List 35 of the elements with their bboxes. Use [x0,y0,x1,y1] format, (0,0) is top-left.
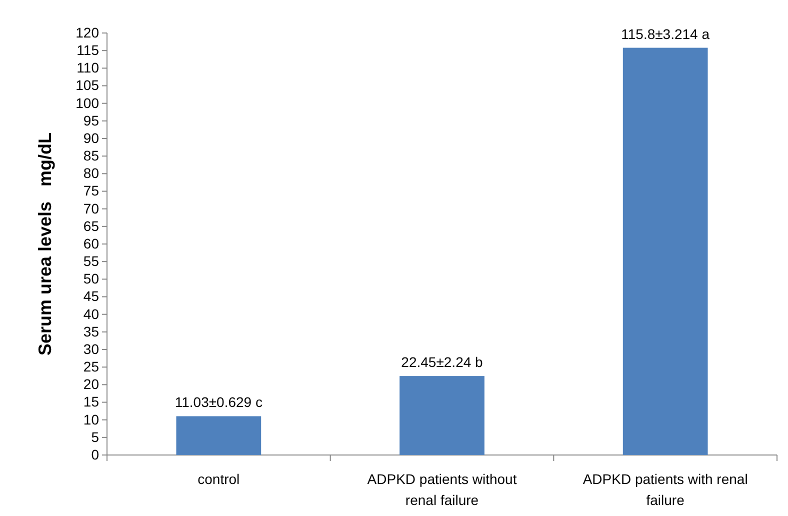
y-tick-label: 45 [83,288,100,304]
bar [622,48,708,455]
y-tick-label: 10 [83,411,100,428]
y-tick-label: 20 [83,376,100,392]
y-tick-label: 120 [76,24,100,40]
y-tick-label: 70 [83,200,100,216]
y-tick-label: 90 [83,130,100,146]
y-tick-label: 15 [83,394,100,410]
y-tick-label: 85 [83,148,100,164]
y-tick-label: 5 [91,428,100,445]
y-tick-label: 30 [83,340,100,357]
y-tick-label: 40 [83,306,100,322]
y-axis-title: Serum urea levels mg/dL [35,132,55,356]
y-tick-label: 65 [83,218,100,234]
y-tick-label: 100 [76,94,100,111]
y-tick-label: 25 [83,358,100,375]
y-tick-label: 95 [83,112,100,128]
data-label: 11.03±0.629 c [174,394,262,410]
x-tick-label: control [198,471,240,487]
y-tick-label: 115 [76,42,100,58]
data-label: 115.8±3.214 a [621,26,710,42]
y-tick-label: 55 [83,253,100,270]
y-tick-label: 105 [76,77,100,94]
x-tick-label: ADPKD patients without renal failure [367,471,517,508]
x-tick-label: ADPKD patients with renal failure [582,471,748,508]
y-tick-label: 35 [83,323,100,340]
y-tick-label: 60 [83,235,100,252]
y-tick-label: 0 [91,446,100,462]
y-tick-label: 80 [83,165,100,182]
data-label: 22.45±2.24 b [401,354,484,370]
y-tick-label: 75 [83,182,100,199]
bar [176,416,262,455]
y-tick-label: 50 [83,270,100,287]
y-tick-label: 110 [76,60,100,76]
bar [400,376,484,455]
